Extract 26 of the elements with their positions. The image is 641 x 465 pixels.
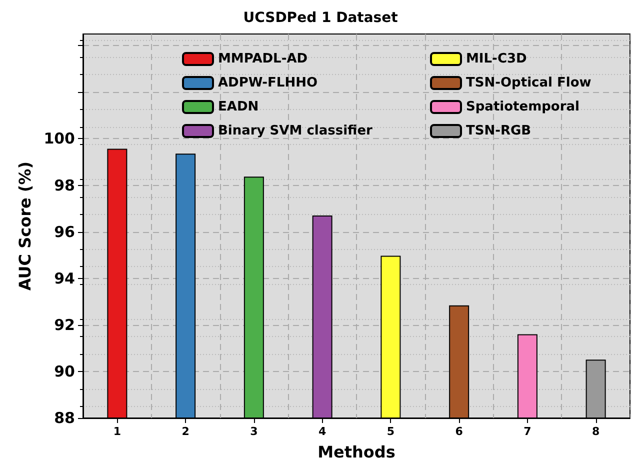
x-axis-title: Methods xyxy=(318,442,396,462)
x-tick-label: 5 xyxy=(386,425,395,438)
y-tick-label: 92 xyxy=(54,316,75,334)
x-tick-label: 1 xyxy=(113,425,122,438)
x-tick-label: 4 xyxy=(318,425,326,438)
legend-label: TSN-RGB xyxy=(466,124,532,138)
y-tick-label: 100 xyxy=(44,130,75,148)
legend-label: Binary SVM classifier xyxy=(218,124,374,138)
legend-label: Spatiotemporal xyxy=(466,100,580,114)
y-tick-label: 96 xyxy=(54,222,75,241)
x-tick-label: 6 xyxy=(455,425,464,438)
y-tick-label: 98 xyxy=(54,176,75,194)
legend-label: MMPADL-AD xyxy=(218,52,308,66)
legend-label: ADPW-FLHHO xyxy=(218,76,318,90)
legend-label: MIL-C3D xyxy=(466,52,528,66)
chart-title: UCSDPed 1 Dataset xyxy=(243,10,398,26)
x-tick-label: 8 xyxy=(592,425,600,438)
x-tick-label: 7 xyxy=(524,425,532,438)
y-tick-label: 88 xyxy=(54,409,75,427)
y-tick-label: 90 xyxy=(54,362,75,380)
y-tick-label: 94 xyxy=(54,269,75,288)
y-axis-title: AUC Score (%) xyxy=(15,161,34,291)
legend-label: EADN xyxy=(218,100,259,114)
x-tick-label: 3 xyxy=(250,425,258,438)
legend-label: TSN-Optical Flow xyxy=(466,76,592,90)
x-tick-label: 2 xyxy=(182,425,190,438)
